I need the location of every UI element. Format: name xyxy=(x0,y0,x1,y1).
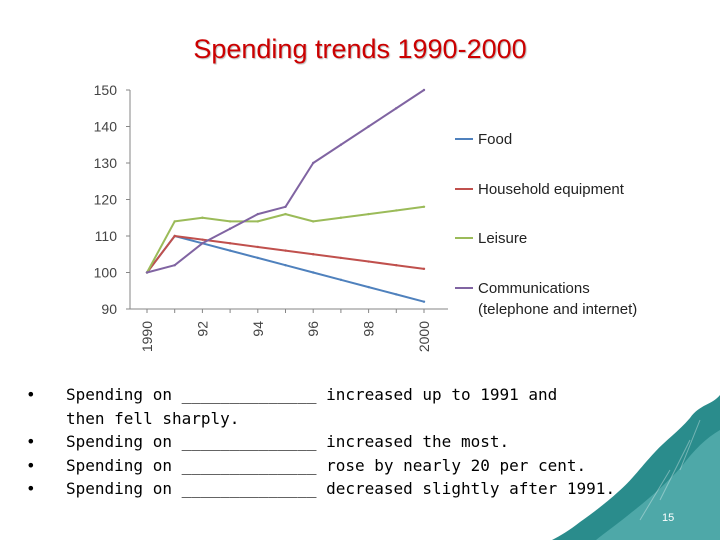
bullet-continuation: then fell sharply. xyxy=(26,407,706,431)
x-tick-label: 96 xyxy=(305,321,321,337)
data-point-household-equipment xyxy=(228,242,232,245)
legend-label-leisure: Leisure xyxy=(478,230,527,247)
x-tick-label: 2000 xyxy=(416,321,432,352)
y-tick-label: 110 xyxy=(95,228,118,244)
data-point-communications xyxy=(201,242,204,245)
x-tick-label: 98 xyxy=(361,321,377,337)
legend-label-communications: Communications xyxy=(478,280,590,297)
data-point-communications xyxy=(367,125,370,128)
data-point-household-equipment xyxy=(173,234,176,238)
data-point-household-equipment xyxy=(256,245,259,249)
corner-leaf-lines xyxy=(639,419,701,521)
slide-title: Spending trends 1990-2000 xyxy=(193,34,527,64)
data-point-communications xyxy=(228,227,232,230)
y-tick-label: 100 xyxy=(94,265,118,281)
data-point-household-equipment xyxy=(395,264,398,267)
data-point-food xyxy=(395,293,398,296)
data-point-food xyxy=(422,300,426,303)
data-point-household-equipment xyxy=(422,267,426,271)
data-point-leisure xyxy=(228,220,232,223)
data-point-leisure xyxy=(173,220,176,223)
data-point-food xyxy=(284,264,287,267)
data-point-communications xyxy=(256,212,259,216)
bullet-marker: • xyxy=(26,385,36,404)
bullet-marker: • xyxy=(26,455,36,475)
data-point-household-equipment xyxy=(367,260,370,263)
bullet-item: • Spending on ______________ increased th… xyxy=(26,430,706,454)
data-point-household-equipment xyxy=(339,256,343,260)
page-number: 15 xyxy=(662,512,675,524)
data-point-leisure xyxy=(312,220,315,223)
bullet-item: • Spending on ______________ increased up… xyxy=(26,383,706,407)
line-chart: 90 100 110 120 130 140 150 1990 92 94 96 98 2000 Food… xyxy=(94,82,638,352)
data-point-household-equipment xyxy=(312,253,315,256)
data-point-communications xyxy=(173,264,176,267)
x-tick-label: 94 xyxy=(250,321,266,337)
y-tick-label: 90 xyxy=(101,301,117,317)
bullet-text: Spending on ______________ rose by nearl… xyxy=(66,455,587,475)
x-tick-label: 1990 xyxy=(139,321,155,352)
data-point-communications xyxy=(339,143,343,146)
bullet-marker: • xyxy=(26,479,36,498)
y-tick-label: 120 xyxy=(94,192,118,208)
data-point-food xyxy=(228,249,232,252)
legend-label-household-equipment: Household equipment xyxy=(478,181,625,198)
data-point-leisure xyxy=(256,220,259,223)
data-point-food xyxy=(312,271,315,274)
data-point-communications xyxy=(422,88,426,92)
x-tick-label: 92 xyxy=(194,321,210,337)
corner-leaf-highlight xyxy=(596,430,720,540)
data-point-food xyxy=(367,285,370,289)
bullet-list: • Spending on ______________ increased up… xyxy=(26,383,706,501)
data-point-communications xyxy=(284,205,287,208)
bullet-text: then fell sharply. xyxy=(66,408,240,428)
data-point-leisure xyxy=(367,212,370,216)
data-point-household-equipment xyxy=(201,238,204,241)
data-point-leisure xyxy=(284,212,287,216)
data-point-food xyxy=(339,278,343,281)
bullet-marker: • xyxy=(26,432,36,451)
y-tick-label: 150 xyxy=(94,82,118,98)
data-point-leisure xyxy=(339,216,343,219)
y-tick-label: 130 xyxy=(94,155,118,171)
bullet-item: • Spending on ______________ decreased sl… xyxy=(26,477,706,501)
data-point-leisure xyxy=(201,216,204,219)
data-point-leisure xyxy=(395,209,398,212)
data-point-food xyxy=(256,256,259,260)
bullet-item: • Spending on ______________ rose by near… xyxy=(26,454,706,478)
data-point-household-equipment xyxy=(284,249,287,252)
bullet-text: Spending on ______________ increased up … xyxy=(66,385,558,404)
bullet-text: Spending on ______________ increased the… xyxy=(66,432,510,451)
data-point-leisure xyxy=(422,205,426,208)
data-point-communications xyxy=(145,271,149,274)
data-point-communications xyxy=(312,161,315,165)
y-tick-label: 140 xyxy=(94,119,118,135)
data-point-communications xyxy=(395,107,398,110)
legend-label-communications: (telephone and internet) xyxy=(478,301,637,318)
bullet-text: Spending on ______________ decreased sli… xyxy=(66,479,616,498)
legend-label-food: Food xyxy=(478,131,512,148)
